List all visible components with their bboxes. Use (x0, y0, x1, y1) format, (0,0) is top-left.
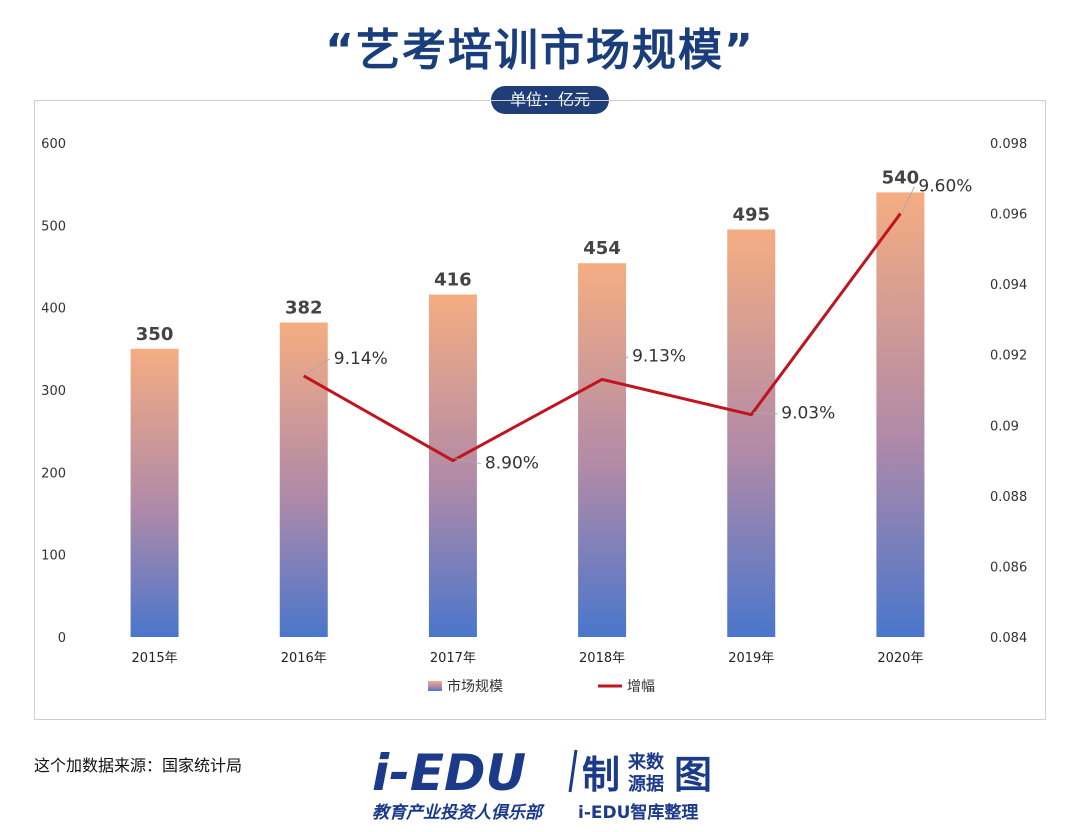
x-tick-label: 2017年 (430, 651, 476, 666)
left-tick-label: 200 (41, 466, 66, 481)
line-data-label: 9.14% (334, 349, 388, 369)
line-data-labels: 9.14% 8.90% 9.13% 9.03% 9.60% (305, 177, 972, 474)
bar (279, 322, 328, 637)
line-data-label: 9.60% (918, 177, 972, 197)
logo-sub-right: i-EDU智库整理 (578, 802, 698, 823)
legend-line-label: 增幅 (627, 679, 655, 695)
chart-title: “艺考培训市场规模” (325, 25, 755, 76)
bar-data-label: 540 (882, 167, 920, 188)
left-tick-label: 400 (41, 302, 66, 317)
logo-icon-text: 图 (674, 753, 712, 797)
right-tick-label: 0.086 (990, 560, 1027, 575)
left-tick-label: 500 (41, 219, 66, 234)
x-tick-label: 2018年 (579, 651, 625, 666)
logo-divider (568, 749, 578, 793)
legend: 市场规模 增幅 (428, 678, 655, 695)
leader-line (454, 458, 482, 465)
bar-data-label: 350 (136, 324, 174, 345)
line-data-label: 9.13% (632, 346, 686, 366)
leader-line (901, 186, 915, 212)
bar-series (130, 192, 925, 637)
x-axis-labels: 2015年 2016年 2017年 2018年 2019年 2020年 (132, 651, 924, 666)
right-tick-label: 0.084 (990, 631, 1027, 646)
bar (578, 263, 627, 637)
x-tick-label: 2020年 (877, 651, 923, 666)
right-tick-label: 0.098 (990, 137, 1027, 152)
right-tick-label: 0.092 (990, 349, 1027, 364)
right-tick-label: 0.096 (990, 208, 1027, 223)
right-tick-label: 0.088 (990, 490, 1027, 505)
logo-mark-text: 制 (582, 753, 620, 797)
bar (130, 348, 179, 637)
i-edu-logo: i-EDU 制 来数 源据 图 教育产业投资人俱乐部 i-EDU智库整理 (372, 744, 712, 823)
bar-data-label: 495 (732, 204, 770, 225)
logo-small-bottom: 源据 (628, 773, 664, 795)
left-tick-label: 100 (41, 549, 66, 564)
chart-frame (34, 100, 1046, 720)
data-source: 这个加数据来源：国家统计局 (34, 756, 243, 775)
bar-data-labels: 350 382 416 454 495 540 (136, 167, 919, 344)
line-data-label: 9.03% (781, 404, 835, 424)
bar (876, 192, 925, 637)
growth-line (303, 212, 902, 463)
leader-line (603, 356, 629, 378)
bar-data-label: 382 (285, 297, 323, 318)
logo-sub-left: 教育产业投资人俱乐部 (372, 803, 545, 823)
left-tick-label: 0 (58, 631, 66, 646)
bar (428, 294, 477, 637)
legend-bar-swatch (428, 681, 442, 691)
right-tick-label: 0.09 (990, 419, 1019, 434)
left-axis: 0 100 200 300 400 500 600 (41, 137, 66, 646)
logo-main-text: i-EDU (372, 744, 526, 802)
right-tick-label: 0.094 (990, 278, 1027, 293)
x-tick-label: 2016年 (281, 651, 327, 666)
logo-small-top: 来数 (627, 751, 665, 773)
line-series (303, 212, 902, 463)
left-tick-label: 300 (41, 384, 66, 399)
legend-bar-label: 市场规模 (447, 678, 503, 695)
left-tick-label: 600 (41, 137, 66, 152)
x-tick-label: 2015年 (132, 651, 178, 666)
line-data-label: 8.90% (485, 454, 539, 474)
bar (727, 229, 776, 637)
leader-line (305, 358, 331, 375)
leader-line (753, 412, 778, 415)
bar-data-label: 416 (434, 269, 472, 290)
right-axis: 0.084 0.086 0.088 0.09 0.092 0.094 0.096 0.098 (990, 137, 1027, 646)
x-tick-label: 2019年 (728, 651, 774, 666)
bar-data-label: 454 (583, 238, 621, 259)
